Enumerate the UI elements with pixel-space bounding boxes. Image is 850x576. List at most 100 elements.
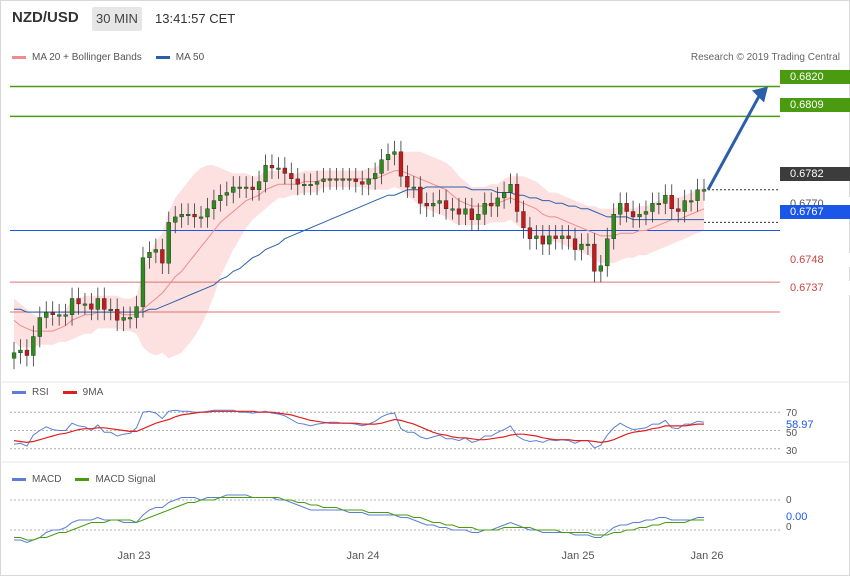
candle-body xyxy=(624,203,629,212)
candle-body xyxy=(598,265,604,272)
rsi-legend: RSI 9MA xyxy=(12,387,117,398)
candle-body xyxy=(572,238,578,250)
candle-body xyxy=(121,317,126,321)
legend-swatch-rsi xyxy=(12,391,26,394)
candle-body xyxy=(418,186,423,204)
candle-body xyxy=(192,213,197,218)
candle-body xyxy=(269,165,275,169)
candle-body xyxy=(57,314,62,317)
candle-body xyxy=(553,235,558,239)
copyright-note: Research © 2019 Trading Central xyxy=(690,52,840,63)
candle-body xyxy=(489,203,494,207)
candle-body xyxy=(630,211,636,218)
candle-body xyxy=(476,213,481,220)
legend-label-macd: MACD xyxy=(32,474,62,485)
candle-body xyxy=(398,151,404,177)
x-tick-jan25: Jan 25 xyxy=(561,550,595,562)
chart-header: NZD/USD 30 MIN 13:41:57 CET xyxy=(0,0,850,40)
candle-body xyxy=(605,238,610,267)
candle-body xyxy=(482,203,487,215)
candle-body xyxy=(256,181,262,191)
candle-body xyxy=(224,192,229,196)
bollinger-band-fill xyxy=(14,151,704,359)
timeframe-selector[interactable]: 30 MIN xyxy=(92,7,142,31)
candle-body xyxy=(243,186,249,189)
candle-body xyxy=(173,216,178,223)
candle-body xyxy=(437,200,442,204)
candle-body xyxy=(250,186,255,190)
candle-body xyxy=(211,200,217,210)
candle-body xyxy=(676,208,681,212)
candle-body xyxy=(514,184,520,212)
legend-swatch-ma20 xyxy=(12,56,26,59)
legend-item-ma50: MA 50 xyxy=(155,52,205,63)
candle-body xyxy=(340,178,345,181)
candle-body xyxy=(82,303,88,306)
legend-label-rsi: RSI xyxy=(32,387,49,398)
candle-body xyxy=(560,235,565,239)
candle-body xyxy=(650,203,655,212)
candle-body xyxy=(160,249,165,264)
macd-line xyxy=(14,494,704,544)
candle-body xyxy=(63,314,68,317)
candle-body xyxy=(540,235,546,245)
forecast-arrow-shaft xyxy=(706,93,762,191)
candle-body xyxy=(392,151,397,155)
candle-body xyxy=(689,200,694,203)
candle-body xyxy=(585,243,591,246)
candle-body xyxy=(637,213,642,218)
candle-body xyxy=(424,203,429,207)
candle-body xyxy=(431,203,436,207)
candle-body xyxy=(463,208,468,215)
candle-body xyxy=(611,213,616,239)
candle-body xyxy=(24,349,30,356)
candle-body xyxy=(89,303,94,310)
candle-body xyxy=(547,235,552,245)
candle-body xyxy=(469,208,474,220)
candle-body xyxy=(308,184,313,187)
price-tag-support-1: 0.6748 xyxy=(780,253,850,267)
current-time: 13:41:57 CET xyxy=(155,11,236,26)
candle-body xyxy=(302,184,307,187)
rsi-ma-line xyxy=(13,410,704,444)
x-tick-jan23: Jan 23 xyxy=(117,550,151,562)
candle-body xyxy=(95,298,101,310)
rsi-tick-30: 30 xyxy=(786,446,798,457)
candle-body xyxy=(450,208,455,211)
candle-body xyxy=(179,213,184,218)
legend-item-ma20: MA 20 + Bollinger Bands xyxy=(12,52,142,63)
candle-body xyxy=(76,298,81,305)
candle-body xyxy=(198,216,204,219)
candle-body xyxy=(134,306,139,318)
candle-body xyxy=(166,222,171,264)
candle-body xyxy=(534,235,539,239)
candle-body xyxy=(379,159,384,174)
candle-body xyxy=(295,178,300,185)
candle-body xyxy=(127,317,133,320)
candle-body xyxy=(147,252,152,258)
candle-body xyxy=(643,211,649,215)
candle-body xyxy=(276,167,281,170)
legend-swatch-rsi-ma xyxy=(62,391,77,394)
candle-body xyxy=(360,181,365,185)
ma20-line xyxy=(13,170,705,332)
candle-body xyxy=(579,243,584,250)
candle-body xyxy=(11,352,17,359)
main-legend: MA 20 + Bollinger Bands MA 50 xyxy=(12,52,218,63)
candle-body xyxy=(663,194,668,204)
candle-body xyxy=(69,298,75,315)
price-tag-pivot: 0.6767 xyxy=(780,205,850,219)
rsi-tick-50: 50 xyxy=(786,428,798,439)
price-tag-resistance-1: 0.6820 xyxy=(780,70,850,84)
candle-body xyxy=(185,213,191,216)
legend-label-ma50: MA 50 xyxy=(175,52,205,63)
macd-tick-top: 0 xyxy=(786,495,792,506)
candle-body xyxy=(353,178,358,182)
macd-current-value: 0.00 xyxy=(786,511,808,523)
candle-body xyxy=(456,208,462,215)
ma50-line xyxy=(14,186,704,313)
candle-body xyxy=(321,178,326,182)
macd-legend: MACD MACD Signal xyxy=(12,474,169,485)
candle-body xyxy=(669,194,674,209)
candle-body xyxy=(527,227,533,239)
